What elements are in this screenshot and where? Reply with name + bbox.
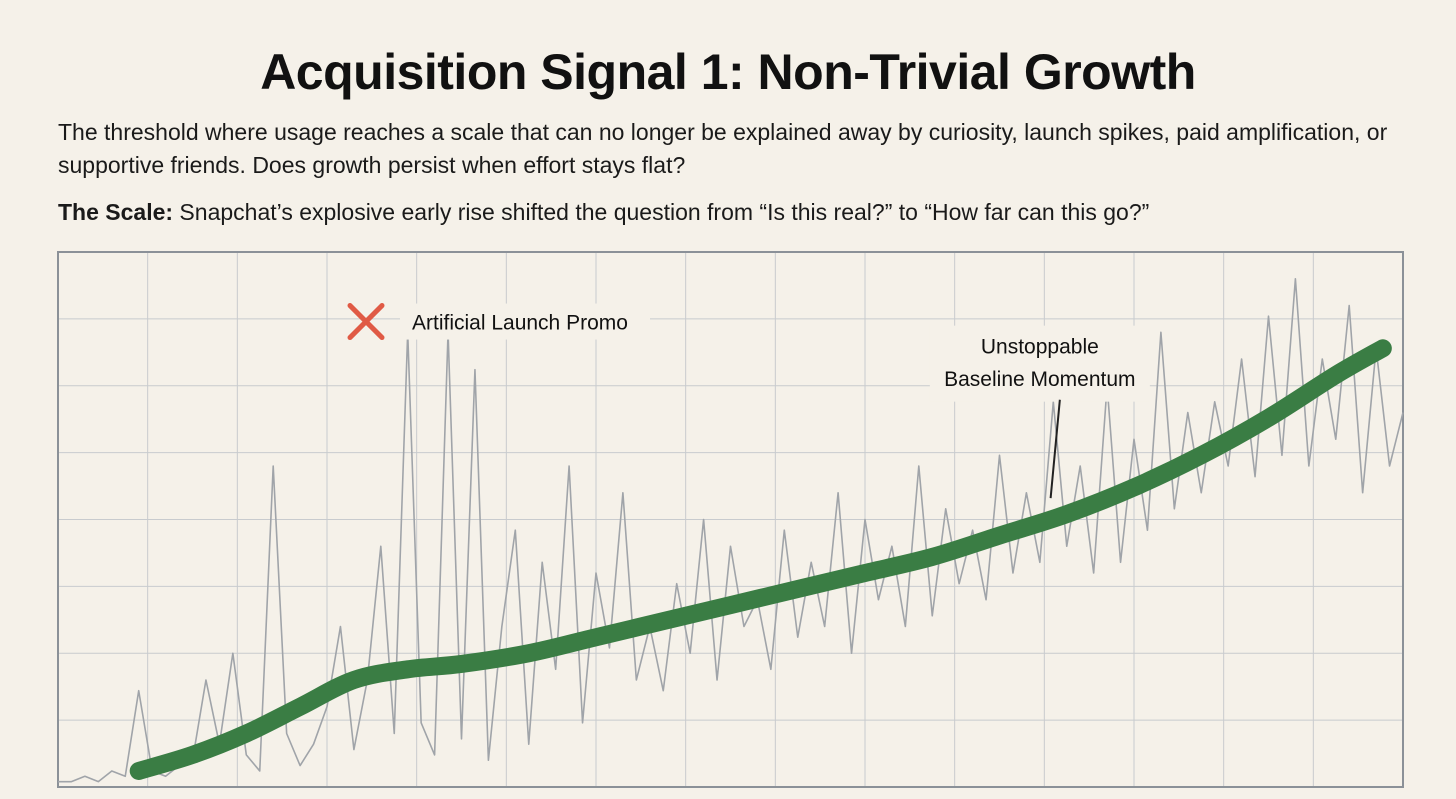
annotation-launch-promo: Artificial Launch Promo (412, 312, 628, 335)
plot-frame (57, 251, 1404, 788)
scale-statement: The Scale: Snapchat’s explosive early ri… (58, 196, 1438, 229)
x-marker-icon (347, 303, 385, 341)
annotation-leader-line (1049, 399, 1061, 499)
annotation-label-background (400, 303, 651, 340)
annotation-baseline-line2: Baseline Momentum (944, 368, 1135, 391)
page-title: Acquisition Signal 1: Non-Trivial Growth (260, 44, 1196, 100)
annotation-label-background (929, 325, 1150, 402)
series-line-baseline-momentum (129, 339, 1392, 780)
page-subtitle: The threshold where usage reaches a scal… (58, 119, 1388, 178)
scale-label: The Scale: (58, 199, 174, 225)
series-line-daily-usage (58, 277, 1404, 783)
annotation-baseline-line1: Unstoppable (981, 336, 1099, 359)
scale-text: Snapchat’s explosive early rise shifted … (173, 199, 1150, 225)
